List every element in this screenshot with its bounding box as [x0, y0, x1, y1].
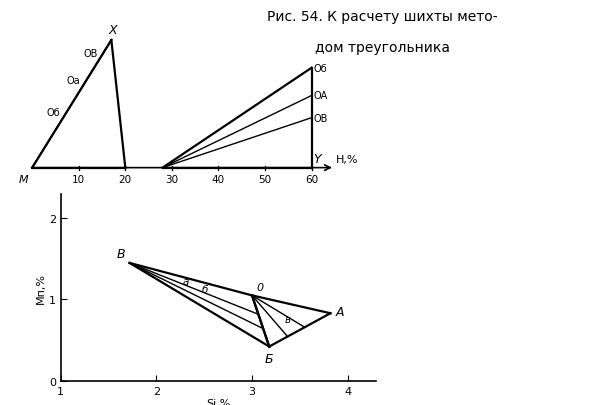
Text: Y: Y [313, 152, 321, 165]
Text: 10: 10 [72, 175, 86, 185]
Text: а: а [183, 277, 189, 286]
Text: дом треугольника: дом треугольника [315, 40, 450, 54]
Text: в: в [285, 314, 291, 324]
Text: 60: 60 [305, 175, 318, 185]
Text: Оа: Оа [67, 76, 80, 86]
Text: ОА: ОА [313, 91, 328, 101]
Text: ОВ: ОВ [313, 113, 328, 124]
Text: H,%: H,% [336, 155, 359, 165]
Text: В: В [117, 247, 126, 260]
Text: X: X [109, 23, 117, 36]
Text: Об: Об [313, 64, 327, 74]
Text: 30: 30 [165, 175, 178, 185]
Y-axis label: Мп,%: Мп,% [36, 272, 46, 303]
Text: M: M [19, 175, 29, 185]
Text: Об: Об [47, 108, 61, 117]
Text: Б: Б [265, 352, 274, 365]
Text: А: А [335, 305, 344, 318]
Text: 40: 40 [212, 175, 225, 185]
Text: Рис. 54. К расчету шихты мето-: Рис. 54. К расчету шихты мето- [267, 10, 498, 24]
Text: 50: 50 [259, 175, 271, 185]
Text: 0: 0 [257, 282, 264, 292]
X-axis label: Si,%: Si,% [206, 398, 231, 405]
Text: б: б [202, 284, 208, 294]
Text: 20: 20 [119, 175, 132, 185]
Text: ОВ: ОВ [84, 49, 98, 59]
